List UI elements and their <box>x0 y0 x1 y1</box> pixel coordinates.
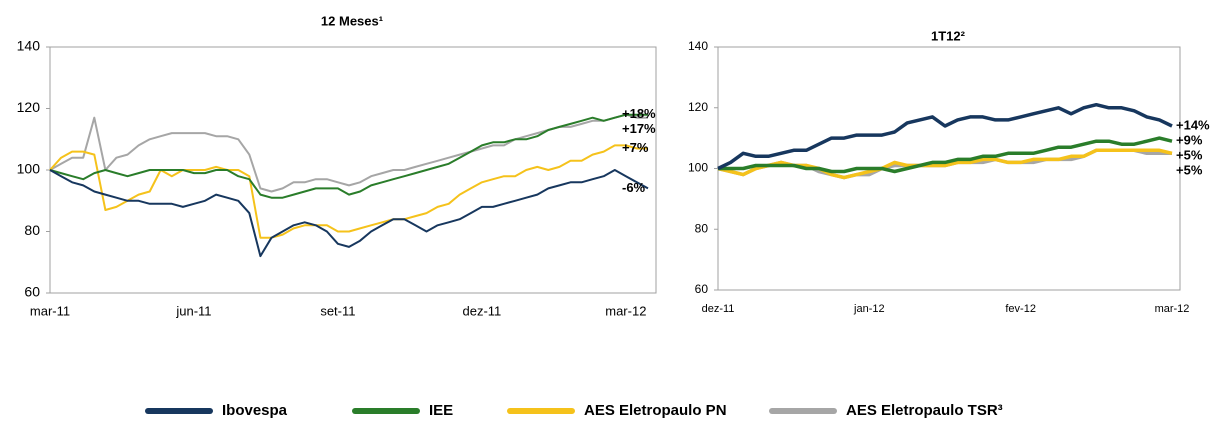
series-line <box>49 113 648 199</box>
x-tick-label: fev-12 <box>1005 303 1036 315</box>
end-label: +5% <box>1176 148 1203 163</box>
y-tick-label: 80 <box>24 222 40 238</box>
x-tick-label: mar-12 <box>605 303 646 318</box>
y-tick-label: 60 <box>695 282 709 296</box>
end-label: -6% <box>622 180 646 195</box>
end-label: +5% <box>1176 163 1203 178</box>
y-tick-label: 120 <box>688 100 708 114</box>
legend-label: Ibovespa <box>222 402 288 419</box>
series-line <box>49 169 649 258</box>
legend-label: AES Eletropaulo TSR³ <box>846 402 1003 419</box>
x-tick-label: jan-12 <box>853 303 885 315</box>
x-tick-label: set-11 <box>320 303 355 318</box>
legend-label: IEE <box>429 402 453 419</box>
x-tick-label: mar-11 <box>30 303 70 318</box>
y-tick-label: 80 <box>695 221 709 235</box>
end-label: +7% <box>622 140 649 155</box>
end-label: +14% <box>1176 117 1210 132</box>
y-tick-label: 100 <box>688 161 708 175</box>
y-tick-label: 100 <box>17 161 41 177</box>
series-line <box>717 102 1173 171</box>
x-tick-label: mar-12 <box>1155 303 1190 315</box>
y-tick-label: 140 <box>688 39 708 53</box>
end-label: +9% <box>1176 133 1203 148</box>
legend-label: AES Eletropaulo PN <box>584 402 727 419</box>
end-label: +17% <box>622 121 656 136</box>
y-tick-label: 120 <box>17 99 41 115</box>
series-line <box>49 144 648 239</box>
series-line <box>718 136 1173 174</box>
x-tick-label: dez-11 <box>462 303 501 318</box>
x-tick-label: dez-11 <box>702 303 735 315</box>
end-label: +18% <box>622 106 656 121</box>
plot-frame <box>717 46 1181 291</box>
plot-frame <box>49 46 657 294</box>
chart-title: 1T12² <box>931 28 966 43</box>
x-tick-label: jun-11 <box>175 303 211 318</box>
y-tick-label: 140 <box>17 38 41 54</box>
chart-title: 12 Meses¹ <box>321 13 383 28</box>
y-tick-label: 60 <box>24 284 40 300</box>
